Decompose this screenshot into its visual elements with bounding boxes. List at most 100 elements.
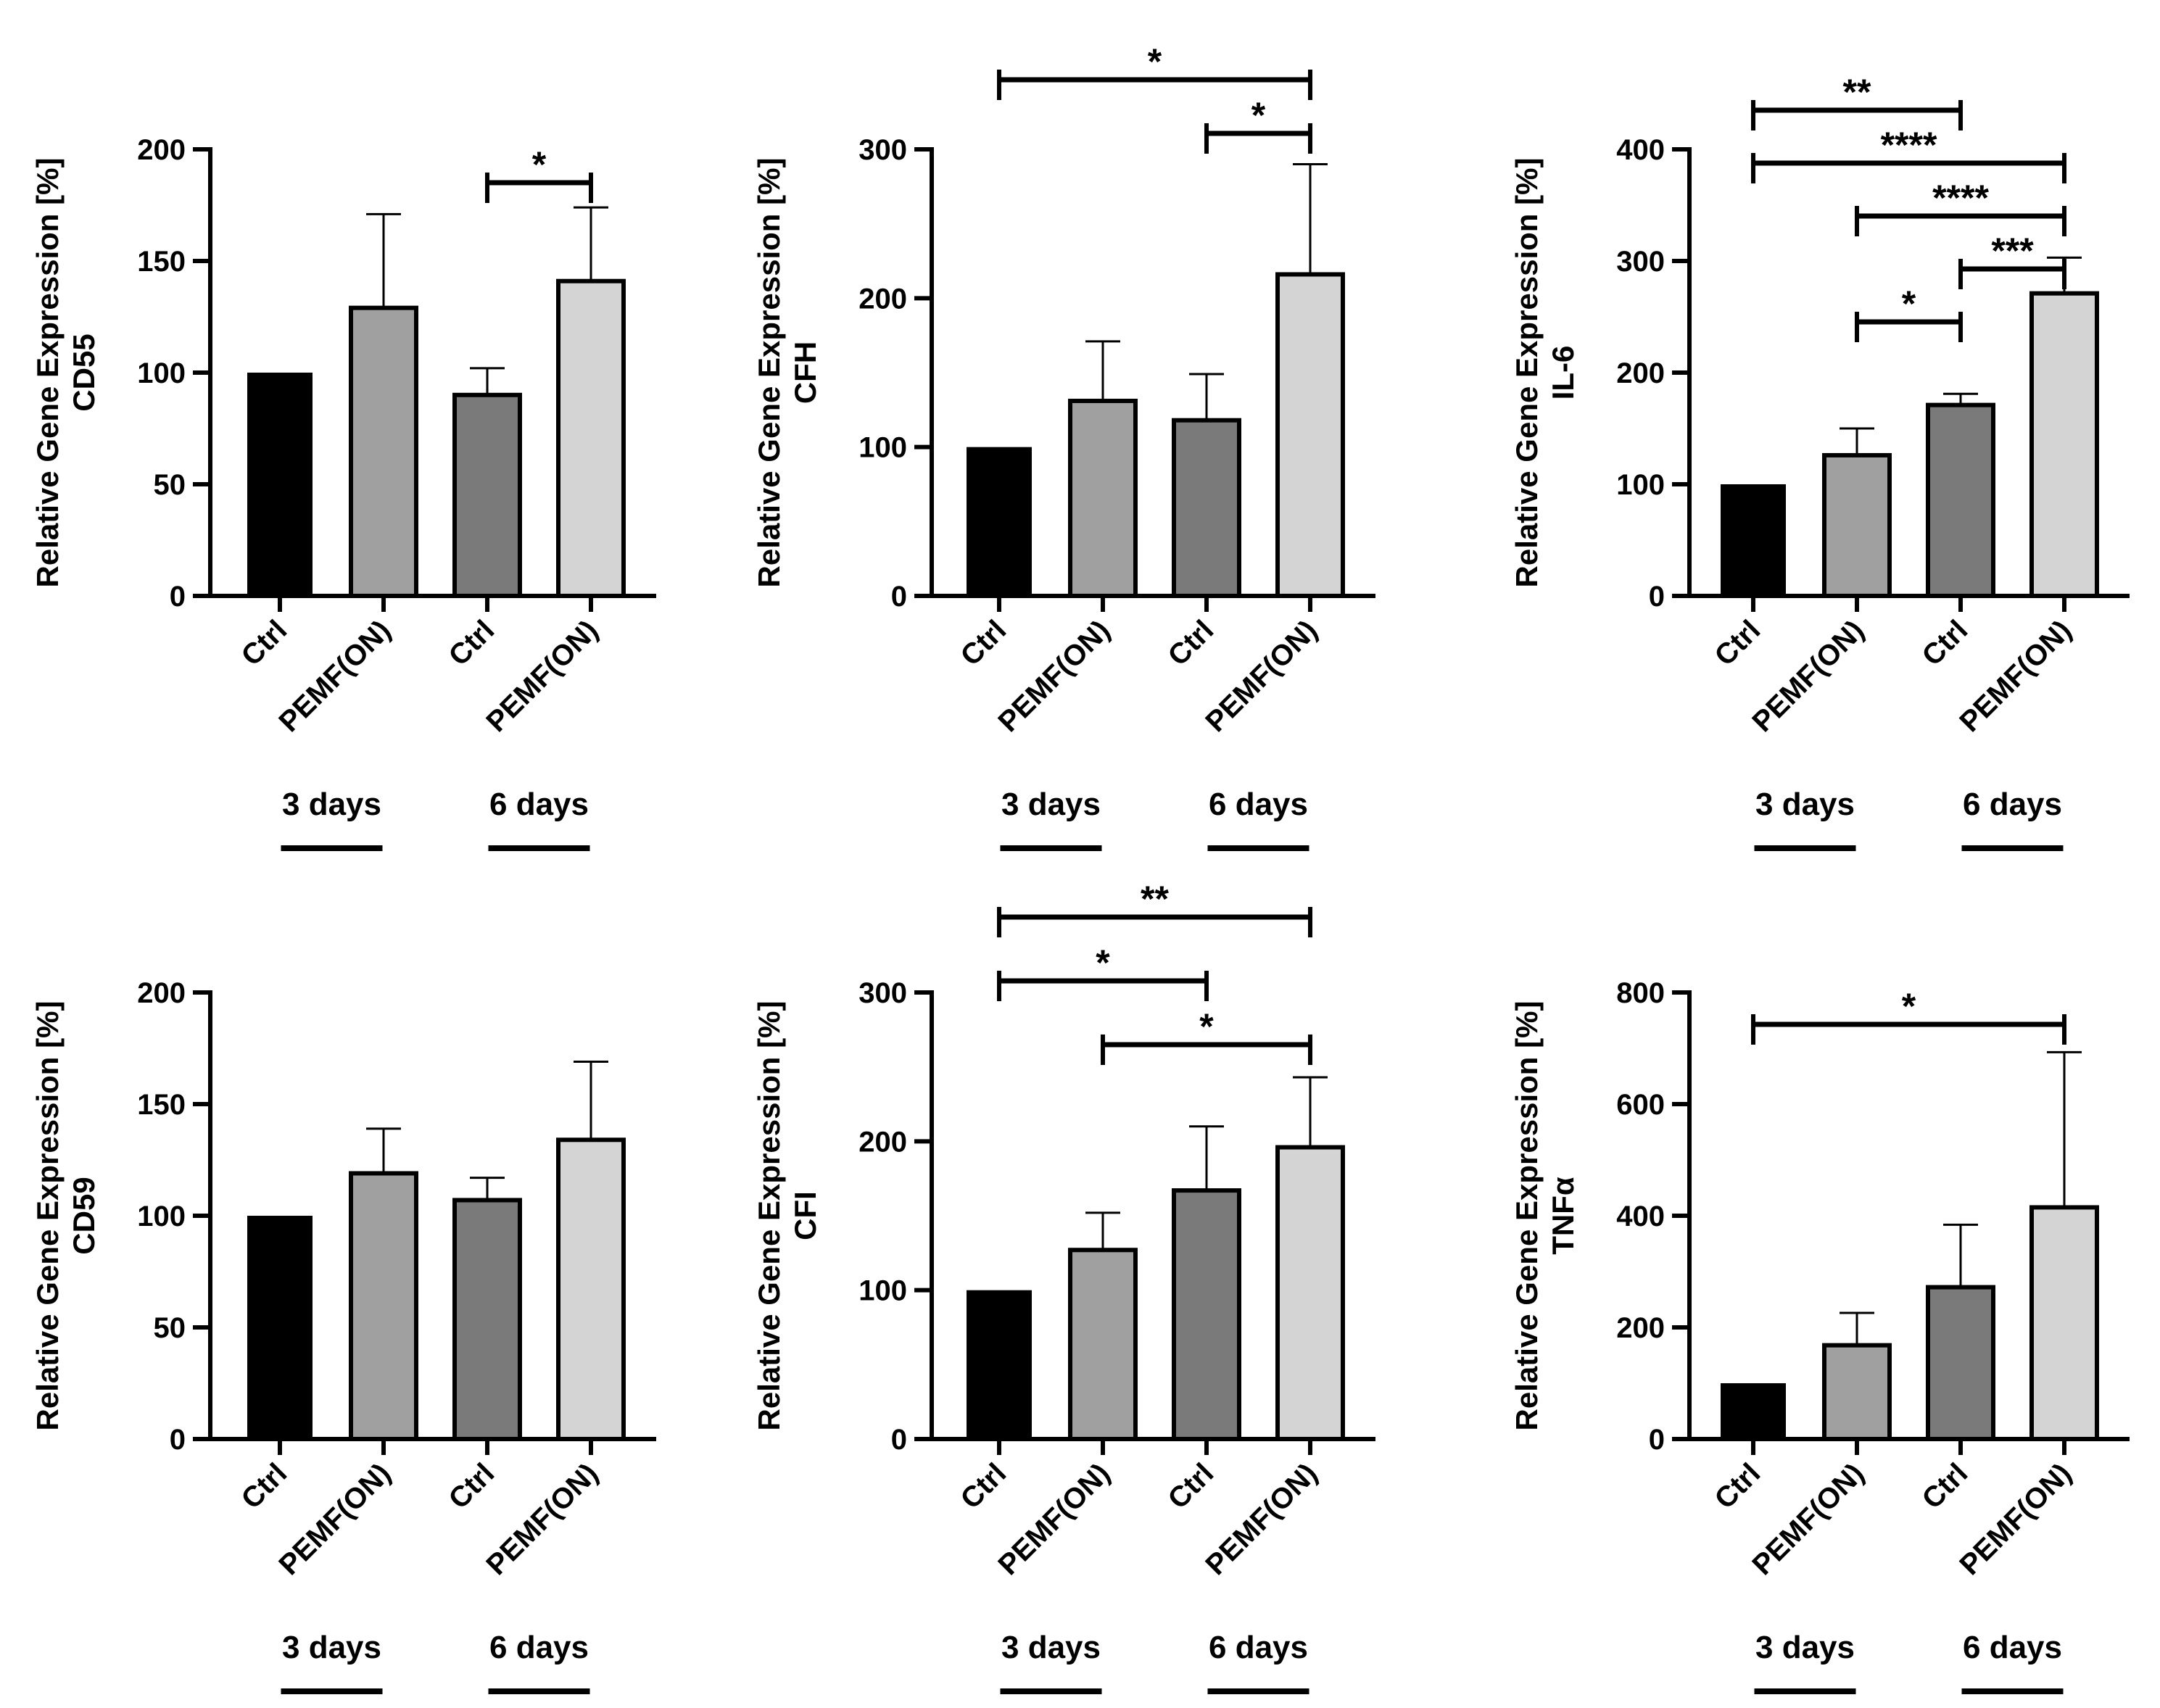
y-tick-label: 800 [1616, 977, 1665, 1009]
bar [1822, 452, 1892, 599]
group-label: 6 days [489, 787, 589, 822]
y-axis-gene-label: CD59 [67, 1177, 101, 1254]
y-tick-label: 300 [858, 134, 907, 166]
y-axis-title: Relative Gene Expression [%] [30, 1001, 65, 1431]
y-tick-label: 100 [858, 1275, 907, 1307]
y-tick-label: 100 [858, 432, 907, 464]
group-label: 3 days [1755, 1630, 1855, 1665]
y-axis-gene-label: IL-6 [1546, 346, 1580, 400]
chart-panel-4: 0 50 100 150 200 Relative Gene Expression [%]… [30, 977, 656, 1694]
y-tick-label: 300 [1616, 246, 1665, 278]
y-tick-label: 100 [1616, 469, 1665, 501]
x-tick-label: PEMF(ON) [1953, 1457, 2077, 1581]
chart-panel-2: 0 100 200 300 Relative Gene Expression [%] CF… [752, 41, 1375, 851]
x-tick-label: Ctrl [955, 1457, 1013, 1515]
bar [967, 447, 1032, 596]
y-tick-label: 400 [1616, 1201, 1665, 1232]
x-tick-label: PEMF(ON) [480, 1457, 604, 1581]
y-tick-label: 150 [137, 246, 186, 278]
y-tick-label: 150 [137, 1089, 186, 1121]
bar [1721, 1383, 1786, 1439]
significance-label: * [1902, 283, 1916, 324]
y-axis-gene-label: CD55 [67, 333, 101, 411]
chart-panel-6: 0 200 400 600 800 Relative Gene Expression [%… [1510, 977, 2130, 1694]
y-axis-title: Relative Gene Expression [%] [752, 158, 786, 588]
y-tick-label: 50 [154, 469, 186, 501]
significance-label: * [1251, 95, 1266, 136]
y-tick-label: 100 [137, 357, 186, 389]
group-label: 6 days [1963, 787, 2062, 822]
significance-label: * [1148, 41, 1162, 82]
y-tick-label: 300 [858, 977, 907, 1009]
y-tick-label: 200 [1616, 1312, 1665, 1344]
y-tick-label: 0 [170, 581, 186, 613]
group-label: 6 days [1209, 1630, 1308, 1665]
bar [1068, 399, 1138, 598]
x-tick-label: PEMF(ON) [273, 1457, 397, 1581]
y-tick-label: 100 [137, 1201, 186, 1232]
x-tick-label: PEMF(ON) [992, 614, 1116, 738]
y-tick-label: 400 [1616, 134, 1665, 166]
x-tick-label: PEMF(ON) [480, 614, 604, 738]
chart-panel-1: 0 50 100 150 200 Relative Gene Expression [%]… [30, 134, 656, 851]
significance-label: **** [1932, 178, 1989, 218]
bar [2029, 291, 2099, 598]
y-axis-title: Relative Gene Expression [%] [1510, 1001, 1544, 1431]
bar [967, 1290, 1032, 1439]
x-tick-label: Ctrl [1709, 614, 1767, 672]
y-tick-label: 600 [1616, 1089, 1665, 1121]
bar [247, 373, 313, 596]
y-axis-title: Relative Gene Expression [%] [1510, 158, 1544, 588]
y-tick-label: 200 [1616, 357, 1665, 389]
bar [452, 392, 522, 598]
y-axis-gene-label: CFI [788, 1191, 822, 1240]
x-tick-label: Ctrl [236, 1457, 294, 1515]
group-label: 3 days [282, 787, 381, 822]
y-tick-label: 200 [137, 134, 186, 166]
significance-label: * [1199, 1006, 1214, 1047]
y-axis-title: Relative Gene Expression [%] [752, 1001, 786, 1431]
y-tick-label: 200 [858, 1126, 907, 1158]
x-tick-label: Ctrl [1162, 1457, 1220, 1515]
x-tick-label: PEMF(ON) [1746, 614, 1870, 738]
chart-panel-3: 0 100 200 300 400 Relative Gene Expression [%… [1510, 72, 2130, 851]
bar [1275, 272, 1345, 598]
x-tick-label: PEMF(ON) [1199, 614, 1323, 738]
x-tick-label: Ctrl [236, 614, 294, 672]
bar [2029, 1205, 2099, 1441]
x-tick-label: Ctrl [955, 614, 1013, 672]
y-tick-label: 0 [1649, 581, 1665, 613]
y-tick-label: 200 [137, 977, 186, 1009]
significance-label: ** [1141, 879, 1169, 919]
bar [349, 305, 418, 598]
bar [1926, 402, 1995, 598]
significance-label: * [532, 144, 547, 185]
bar [1172, 1188, 1241, 1442]
bar [349, 1171, 418, 1441]
significance-label: * [1902, 986, 1916, 1027]
x-tick-label: PEMF(ON) [992, 1457, 1116, 1581]
bar [556, 1137, 626, 1442]
bar [1172, 418, 1241, 598]
bar [247, 1216, 313, 1439]
x-tick-label: Ctrl [1709, 1457, 1767, 1515]
x-tick-label: PEMF(ON) [1746, 1457, 1870, 1581]
y-axis-gene-label: TNFα [1546, 1177, 1580, 1255]
y-tick-label: 0 [891, 1424, 907, 1456]
bar [1721, 484, 1786, 596]
x-tick-label: Ctrl [443, 1457, 501, 1515]
y-tick-label: 0 [170, 1424, 186, 1456]
y-tick-label: 0 [891, 581, 907, 613]
y-axis-title: Relative Gene Expression [%] [30, 158, 65, 588]
bar [452, 1198, 522, 1441]
group-label: 3 days [1001, 787, 1101, 822]
x-tick-label: PEMF(ON) [1953, 614, 2077, 738]
significance-label: **** [1881, 125, 1937, 165]
significance-label: * [1096, 942, 1110, 983]
chart-panel-5: 0 100 200 300 Relative Gene Expression [%] CF… [752, 879, 1375, 1694]
group-label: 3 days [282, 1630, 381, 1665]
group-label: 6 days [489, 1630, 589, 1665]
significance-label: *** [1991, 231, 2034, 271]
x-tick-label: PEMF(ON) [273, 614, 397, 738]
bar [1068, 1248, 1138, 1442]
